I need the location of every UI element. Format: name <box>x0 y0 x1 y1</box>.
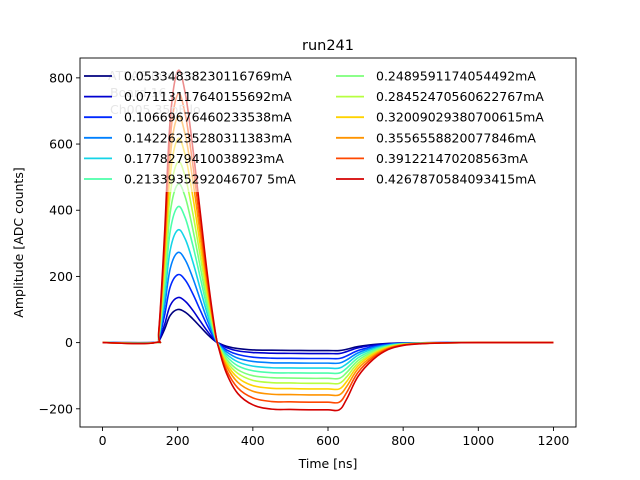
x-tick-label: 0 <box>99 433 107 448</box>
x-tick-label: 600 <box>316 433 340 448</box>
x-axis: 0 200 400 600 800 1000 1200 <box>99 427 570 448</box>
legend-label-10: 0.3556558820077846mA <box>376 130 536 145</box>
x-tick-label: 1200 <box>538 433 570 448</box>
x-tick-label: 400 <box>241 433 265 448</box>
legend-box <box>80 64 570 192</box>
legend-label-9: 0.32009029380700615mA <box>376 110 544 125</box>
legend-label-6: 0.2133935292046707 5mA <box>124 172 296 187</box>
x-tick-label: 800 <box>391 433 415 448</box>
legend-label-5: 0.1778279410038923mA <box>124 151 284 166</box>
chart-title: run241 <box>302 38 354 54</box>
y-tick-label: 400 <box>49 203 73 218</box>
y-tick-label: 800 <box>49 70 73 85</box>
legend-label-7: 0.2489591174054492mA <box>376 69 536 84</box>
x-axis-title: Time [ns] <box>298 456 358 471</box>
y-tick-label: −200 <box>39 401 73 416</box>
x-tick-label: 1000 <box>462 433 494 448</box>
y-axis: −200 0 200 400 600 800 <box>39 70 80 416</box>
plot-area: ATLAS InternalBoard 16Ch005 35pF lo 0.05… <box>79 57 577 428</box>
legend-label-11: 0.391221470208563mA <box>376 151 528 166</box>
y-tick-label: 200 <box>49 269 73 284</box>
legend-label-8: 0.28452470560622767mA <box>376 89 544 104</box>
x-tick-label: 200 <box>166 433 190 448</box>
y-axis-title: Amplitude [ADC counts] <box>11 167 26 317</box>
y-tick-label: 0 <box>65 335 73 350</box>
legend-label-2: 0.07113117640155692mA <box>124 89 292 104</box>
legend-label-4: 0.14226235280311383mA <box>124 130 292 145</box>
legend: 0.05334838230116769mA 0.07113117640155692… <box>80 64 570 192</box>
y-tick-label: 600 <box>49 137 73 152</box>
legend-label-12: 0.4267870584093415mA <box>376 172 536 187</box>
legend-label-1: 0.05334838230116769mA <box>124 69 292 84</box>
legend-label-3: 0.10669676460233538mA <box>124 110 292 125</box>
